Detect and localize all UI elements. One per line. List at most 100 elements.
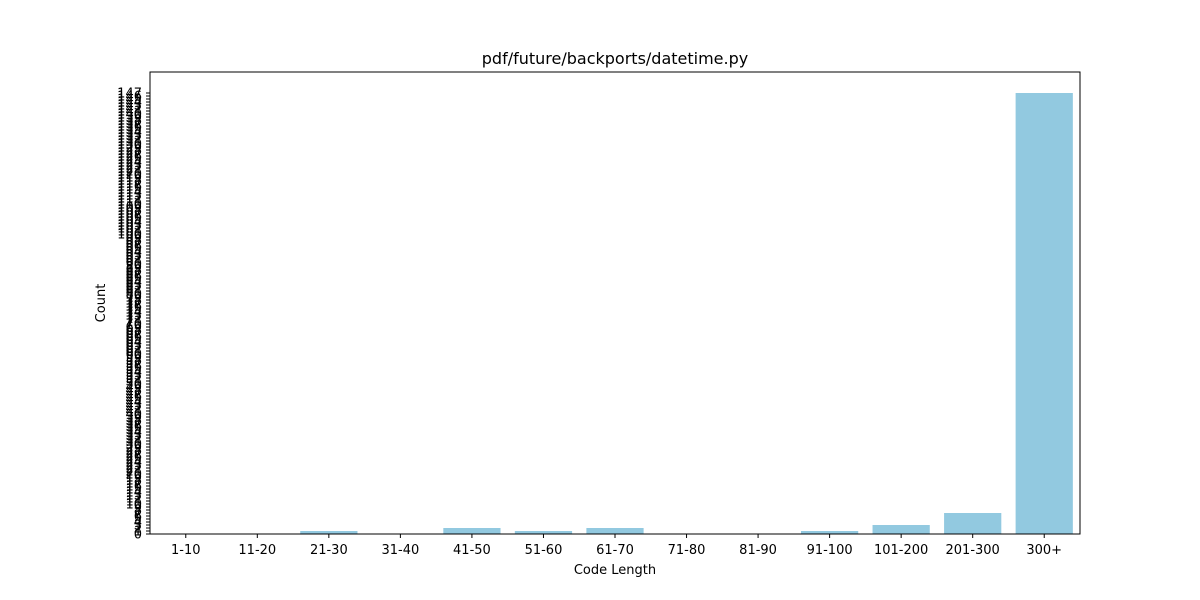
y-tick-label: 32	[125, 432, 142, 447]
y-tick-label: 20	[125, 468, 142, 483]
y-tick-label: 61	[125, 345, 142, 360]
y-tick-label: 108	[117, 204, 142, 219]
bar-41-50	[443, 528, 501, 534]
y-tick-label: 85	[125, 273, 142, 288]
y-tick-label: 126	[117, 150, 142, 165]
y-tick-label: 73	[125, 309, 142, 324]
y-tick-label: 107	[117, 207, 142, 222]
y-tick-label: 124	[117, 156, 142, 171]
y-tick-label: 21	[125, 465, 142, 480]
x-tick-label: 300+	[1026, 543, 1062, 558]
y-tick-label: 24	[125, 456, 142, 471]
y-tick-label: 116	[117, 180, 142, 195]
y-tick-label: 119	[117, 171, 142, 186]
y-tick-label: 31	[125, 435, 142, 450]
x-tick-label: 61-70	[596, 543, 634, 558]
y-tick-label: 101	[117, 225, 142, 240]
y-tick-label: 55	[125, 363, 142, 378]
bars-group	[300, 93, 1073, 534]
x-tick-label: 31-40	[381, 543, 419, 558]
y-tick-label: 144	[117, 96, 142, 111]
bar-21-30	[300, 531, 358, 534]
y-tick-label: 58	[125, 354, 142, 369]
y-tick-label: 93	[125, 249, 142, 264]
y-tick-label: 27	[125, 447, 142, 462]
y-tick-label: 44	[125, 396, 142, 411]
y-tick-label: 117	[117, 177, 142, 192]
y-tick-label: 65	[125, 333, 142, 348]
y-tick-label: 1	[134, 525, 142, 540]
y-tick-label: 49	[125, 381, 142, 396]
y-tick-label: 46	[125, 390, 142, 405]
y-tick-label: 95	[125, 243, 142, 258]
y-tick-label: 83	[125, 279, 142, 294]
y-tick-label: 96	[125, 240, 142, 255]
y-tick-label: 79	[125, 291, 142, 306]
y-tick-label: 52	[125, 372, 142, 387]
y-tick-label: 40	[125, 408, 142, 423]
y-tick-label: 43	[125, 399, 142, 414]
x-tick-label: 71-80	[668, 543, 706, 558]
y-tick-label: 109	[117, 201, 142, 216]
y-tick-label: 22	[125, 462, 142, 477]
y-tick-label: 25	[125, 453, 142, 468]
y-tick-label: 6	[134, 510, 142, 525]
y-tick-label: 143	[117, 99, 142, 114]
y-tick-label: 113	[117, 189, 142, 204]
y-tick-label: 74	[125, 306, 142, 321]
y-tick-label: 0	[134, 528, 142, 543]
x-tick-label: 91-100	[807, 543, 853, 558]
y-tick-label: 13	[125, 489, 142, 504]
y-tick-label: 102	[117, 222, 142, 237]
y-tick-label: 14	[125, 486, 142, 501]
y-tick-label: 45	[125, 393, 142, 408]
y-tick-label: 7	[134, 507, 142, 522]
y-tick-label: 121	[117, 165, 142, 180]
y-tick-label: 128	[117, 144, 142, 159]
y-tick-label: 97	[125, 237, 142, 252]
y-tick-label: 103	[117, 219, 142, 234]
y-axis-title: Count	[94, 284, 109, 323]
y-tick-label: 120	[117, 168, 142, 183]
y-tick-label: 129	[117, 141, 142, 156]
y-tick-label: 75	[125, 303, 142, 318]
y-axis-ticks: 0123456789101112131415161718192021222324…	[117, 87, 150, 543]
y-tick-label: 100	[117, 228, 142, 243]
y-tick-label: 50	[125, 378, 142, 393]
y-tick-label: 133	[117, 129, 142, 144]
y-tick-label: 137	[117, 117, 142, 132]
y-tick-label: 146	[117, 90, 142, 105]
y-tick-label: 2	[134, 522, 142, 537]
y-tick-label: 125	[117, 153, 142, 168]
y-tick-label: 28	[125, 444, 142, 459]
y-tick-label: 42	[125, 402, 142, 417]
y-tick-label: 123	[117, 159, 142, 174]
y-tick-label: 68	[125, 324, 142, 339]
bar-101-200	[872, 525, 930, 534]
y-tick-label: 10	[125, 498, 142, 513]
y-tick-label: 63	[125, 339, 142, 354]
x-tick-label: 41-50	[453, 543, 491, 558]
y-tick-label: 99	[125, 231, 142, 246]
y-tick-label: 16	[125, 480, 142, 495]
y-tick-label: 118	[117, 174, 142, 189]
y-tick-label: 37	[125, 417, 142, 432]
x-axis-title: Code Length	[574, 563, 656, 578]
y-tick-label: 145	[117, 93, 142, 108]
x-tick-label: 101-200	[874, 543, 928, 558]
y-tick-label: 29	[125, 441, 142, 456]
y-tick-label: 67	[125, 327, 142, 342]
y-tick-label: 62	[125, 342, 142, 357]
y-tick-label: 147	[117, 87, 142, 102]
y-tick-label: 111	[117, 195, 142, 210]
y-tick-label: 104	[117, 216, 142, 231]
y-tick-label: 134	[117, 126, 142, 141]
y-tick-label: 39	[125, 411, 142, 426]
y-tick-label: 142	[117, 102, 142, 117]
y-tick-label: 127	[117, 147, 142, 162]
y-tick-label: 91	[125, 255, 142, 270]
y-tick-label: 98	[125, 234, 142, 249]
y-tick-label: 139	[117, 111, 142, 126]
y-tick-label: 86	[125, 270, 142, 285]
